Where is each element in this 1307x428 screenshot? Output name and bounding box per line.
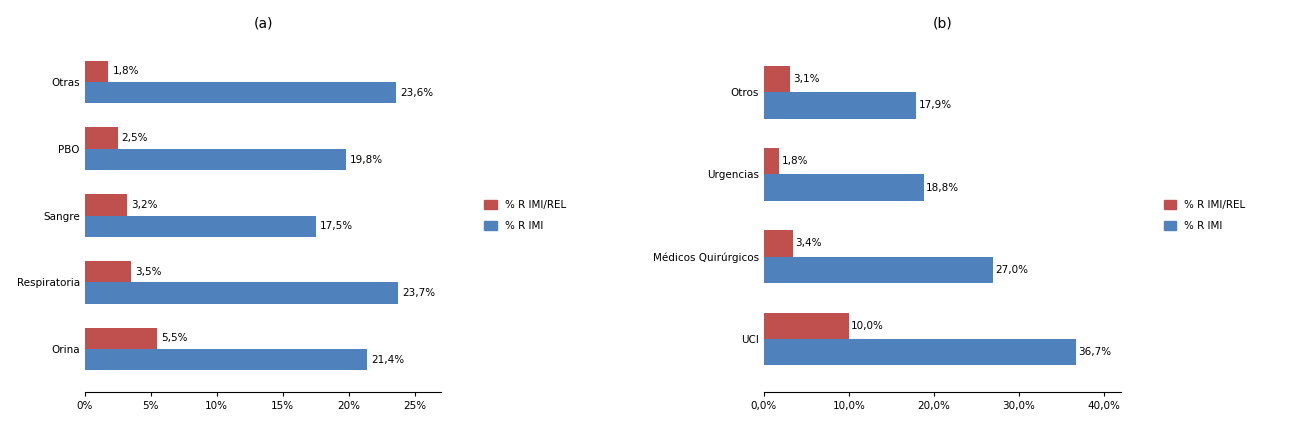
Bar <box>85 282 397 303</box>
Text: 10,0%: 10,0% <box>851 321 885 331</box>
Text: 3,4%: 3,4% <box>795 238 822 249</box>
Bar <box>85 194 127 216</box>
Text: 1,8%: 1,8% <box>112 66 139 77</box>
Text: 1,8%: 1,8% <box>782 156 808 166</box>
Text: 27,0%: 27,0% <box>996 265 1029 275</box>
Bar <box>85 61 108 82</box>
Text: 36,7%: 36,7% <box>1078 347 1111 357</box>
Legend: % R IMI/REL, % R IMI: % R IMI/REL, % R IMI <box>1158 195 1251 236</box>
Bar <box>763 175 924 201</box>
Text: 18,8%: 18,8% <box>927 183 959 193</box>
Bar <box>85 216 316 237</box>
Bar <box>763 312 848 339</box>
Text: 17,5%: 17,5% <box>320 221 353 231</box>
Text: 17,9%: 17,9% <box>919 101 951 110</box>
Text: 19,8%: 19,8% <box>350 155 383 164</box>
Bar <box>85 349 367 370</box>
Text: 23,7%: 23,7% <box>401 288 435 298</box>
Legend: % R IMI/REL, % R IMI: % R IMI/REL, % R IMI <box>480 195 571 236</box>
Bar <box>763 148 779 175</box>
Bar <box>763 66 791 92</box>
Title: (b): (b) <box>932 17 951 31</box>
Bar <box>763 339 1076 365</box>
Text: 23,6%: 23,6% <box>400 88 434 98</box>
Text: 2,5%: 2,5% <box>122 133 148 143</box>
Bar <box>763 92 916 119</box>
Bar <box>763 230 793 257</box>
Bar <box>85 261 131 282</box>
Text: 21,4%: 21,4% <box>371 355 404 365</box>
Bar <box>85 82 396 104</box>
Text: 3,1%: 3,1% <box>793 74 819 84</box>
Text: 3,5%: 3,5% <box>135 267 161 276</box>
Bar <box>85 327 157 349</box>
Bar <box>85 149 346 170</box>
Bar <box>85 128 118 149</box>
Text: 5,5%: 5,5% <box>161 333 188 343</box>
Title: (a): (a) <box>254 17 273 31</box>
Bar <box>763 257 993 283</box>
Text: 3,2%: 3,2% <box>131 200 157 210</box>
